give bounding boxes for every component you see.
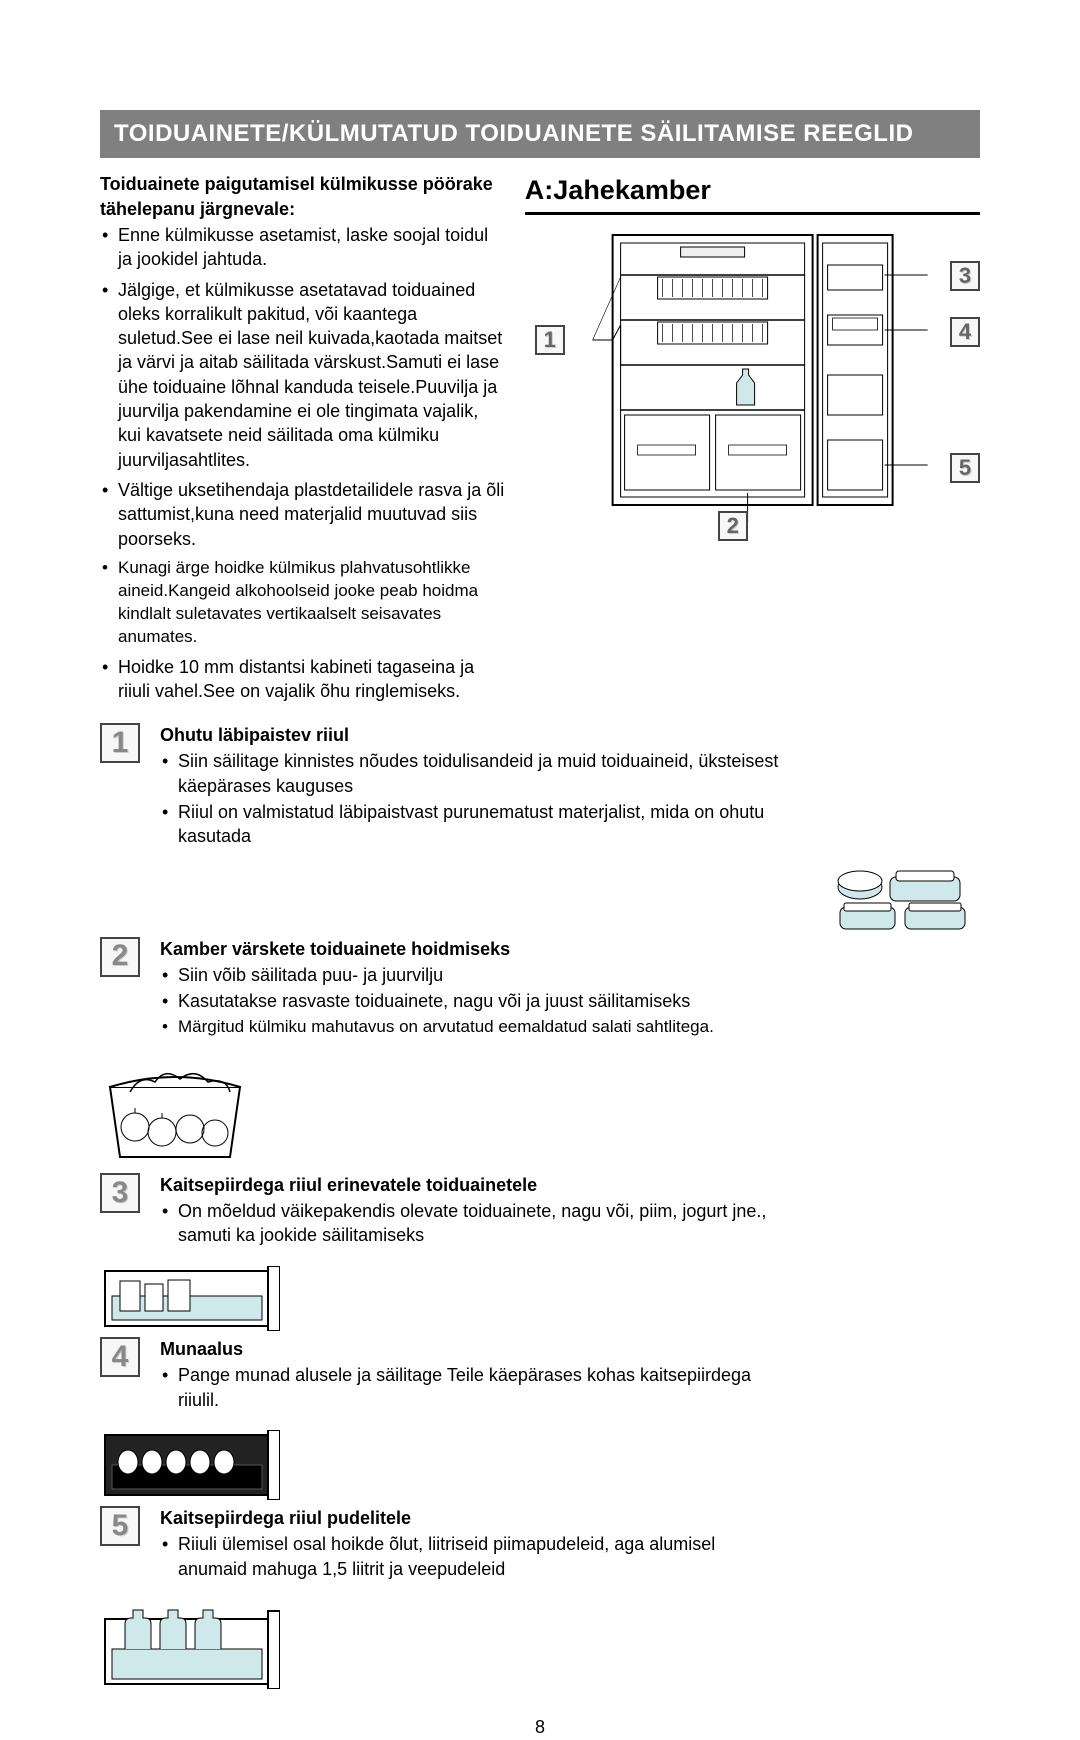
bottle-shelf-icon (100, 1599, 280, 1689)
numbered-items: 1 Ohutu läbipaistev riiul Siin säilitage… (100, 723, 980, 1695)
item-illustration (100, 867, 980, 937)
item-point: Siin võib säilitada puu- ja juurvilju (160, 963, 780, 987)
crisper-icon (100, 1057, 250, 1167)
item-illustration (100, 1057, 980, 1173)
item-title: Ohutu läbipaistev riiul (160, 723, 780, 747)
page-title-bar: TOIDUAINETE/KÜLMUTATUD TOIDUAINETE SÄILI… (100, 110, 980, 158)
item-row: 4 Munaalus Pange munad alusele ja säilit… (100, 1337, 980, 1414)
intro-bullet: Enne külmikusse asetamist, laske soojal … (100, 223, 505, 272)
item-number: 1 (100, 723, 140, 763)
item-number: 5 (100, 1506, 140, 1546)
item-row: 3 Kaitsepiirdega riiul erinevatele toidu… (100, 1173, 980, 1250)
item-title: Kaitsepiirdega riiul pudelitele (160, 1506, 780, 1530)
item-illustration (100, 1266, 980, 1337)
item-row: 1 Ohutu läbipaistev riiul Siin säilitage… (100, 723, 980, 850)
item-point: Siin säilitage kinnistes nõudes toidulis… (160, 749, 780, 798)
door-shelf-icon (100, 1266, 280, 1331)
item-point: Märgitud külmiku mahutavus on arvutatud … (160, 1016, 780, 1039)
item-number: 2 (100, 937, 140, 977)
section-a-title: A:Jahekamber (525, 172, 980, 214)
intro-bullet: Hoidke 10 mm distantsi kabineti tagasein… (100, 655, 505, 704)
item-point: Pange munad alusele ja säilitage Teile k… (160, 1363, 780, 1412)
item-row: 5 Kaitsepiirdega riiul pudelitele Riiuli… (100, 1506, 980, 1583)
page-number: 8 (100, 1715, 980, 1739)
diagram-callout-3: 3 (950, 261, 980, 291)
egg-tray-icon (100, 1430, 280, 1500)
item-illustration (100, 1599, 980, 1695)
diagram-callout-1: 1 (535, 325, 565, 355)
intro-heading: Toiduainete paigutamisel külmikusse pöör… (100, 172, 505, 221)
containers-icon (830, 867, 980, 937)
fridge-svg (525, 225, 980, 545)
intro-bullet: Kunagi ärge hoidke külmikus plahvatusoht… (100, 557, 505, 649)
item-point: On mõeldud väikepakendis olevate toiduai… (160, 1199, 780, 1248)
item-title: Kamber värskete toiduainete hoidmiseks (160, 937, 780, 961)
item-point: Riiul on valmistatud läbipaistvast purun… (160, 800, 780, 849)
item-points: Pange munad alusele ja säilitage Teile k… (160, 1363, 780, 1412)
item-points: Riiuli ülemisel osal hoikde õlut, liitri… (160, 1532, 780, 1581)
item-illustration (100, 1430, 980, 1506)
item-points: Siin võib säilitada puu- ja juurvilju Ka… (160, 963, 780, 1039)
manual-page: TOIDUAINETE/KÜLMUTATUD TOIDUAINETE SÄILI… (100, 110, 980, 1740)
intro-column: Toiduainete paigutamisel külmikusse pöör… (100, 172, 505, 709)
item-points: On mõeldud väikepakendis olevate toiduai… (160, 1199, 780, 1248)
item-point: Riiuli ülemisel osal hoikde õlut, liitri… (160, 1532, 780, 1581)
item-point: Kasutatakse rasvaste toiduainete, nagu v… (160, 989, 780, 1013)
item-row: 2 Kamber värskete toiduainete hoidmiseks… (100, 937, 980, 1041)
intro-bullet-list: Enne külmikusse asetamist, laske soojal … (100, 223, 505, 703)
diagram-callout-2: 2 (718, 511, 748, 541)
item-title: Munaalus (160, 1337, 780, 1361)
diagram-callout-4: 4 (950, 317, 980, 347)
fridge-diagram: 1 2 3 4 5 (525, 225, 980, 545)
intro-bullet: Vältige uksetihendaja plastdetailidele r… (100, 478, 505, 551)
intro-bullet: Jälgige, et külmikusse asetatavad toidua… (100, 278, 505, 472)
item-number: 3 (100, 1173, 140, 1213)
diagram-column: A:Jahekamber (525, 172, 980, 709)
item-points: Siin säilitage kinnistes nõudes toidulis… (160, 749, 780, 848)
diagram-callout-5: 5 (950, 453, 980, 483)
top-two-column: Toiduainete paigutamisel külmikusse pöör… (100, 172, 980, 709)
item-title: Kaitsepiirdega riiul erinevatele toiduai… (160, 1173, 780, 1197)
item-number: 4 (100, 1337, 140, 1377)
